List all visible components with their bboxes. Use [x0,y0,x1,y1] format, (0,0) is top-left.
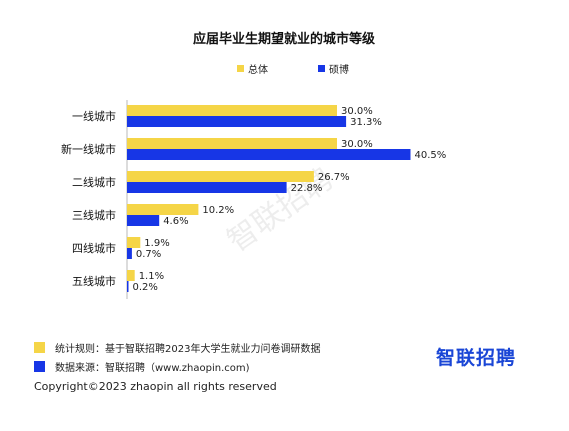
value-label-overall: 1.9% [144,238,169,249]
bar-overall [127,237,141,248]
footer-rule-swatch [34,342,45,353]
copyright: Copyright©2023 zhaopin all rights reserv… [34,380,277,393]
bar-overall [127,171,314,182]
legend-label-overall: 总体 [248,63,268,76]
value-label-master-phd: 22.8% [291,183,323,194]
bar-overall [127,105,337,116]
brand-logo: 智联招聘 [436,343,516,370]
footer-source-swatch [34,361,45,372]
value-label-overall: 26.7% [318,172,350,183]
value-label-overall: 1.1% [139,271,164,282]
value-label-master-phd: 0.2% [133,282,158,293]
value-label-overall: 10.2% [202,205,234,216]
legend-swatch-master-phd [318,65,325,72]
value-label-master-phd: 31.3% [350,117,382,128]
bar-master-phd [127,116,347,127]
category-label: 五线城市 [72,274,116,288]
category-label: 三线城市 [72,208,116,222]
value-label-master-phd: 0.7% [136,249,161,260]
bar-master-phd [127,149,411,160]
bar-overall [127,204,199,215]
value-label-overall: 30.0% [341,106,373,117]
footer-rule-label: 统计规则： [55,344,105,355]
footer-rule-text: 基于智联招聘2023年大学生就业力问卷调研数据 [105,344,321,355]
category-label: 新一线城市 [61,142,116,156]
footer-source-text: 智联招聘（www.zhaopin.com) [105,363,250,374]
legend-swatch-overall [237,65,244,72]
chart-title: 应届毕业生期望就业的城市等级 [193,31,376,47]
footer-source: 数据来源：智联招聘（www.zhaopin.com) [34,359,250,374]
value-label-overall: 30.0% [341,139,373,150]
bar-overall [127,138,337,149]
footer-source-label: 数据来源： [55,363,105,374]
value-label-master-phd: 4.6% [163,216,188,227]
bar-master-phd [127,248,132,259]
bar-overall [127,270,135,281]
brand-logo-text: 智联招聘 [436,347,517,369]
category-label: 一线城市 [72,109,116,123]
bar-master-phd [127,281,129,292]
legend-label-master-phd: 硕博 [329,63,349,76]
footer-rule: 统计规则：基于智联招聘2023年大学生就业力问卷调研数据 [34,340,320,355]
category-label: 二线城市 [72,175,116,189]
legend: 总体 硕博 [237,63,349,76]
category-label: 四线城市 [72,241,116,255]
bar-master-phd [127,182,287,193]
value-label-master-phd: 40.5% [415,150,447,161]
bars-layer: 一线城市 30.0%31.3%新一线城市 30.0%40.5%二线城市 26.7%22… [61,105,446,293]
bar-master-phd [127,215,160,226]
